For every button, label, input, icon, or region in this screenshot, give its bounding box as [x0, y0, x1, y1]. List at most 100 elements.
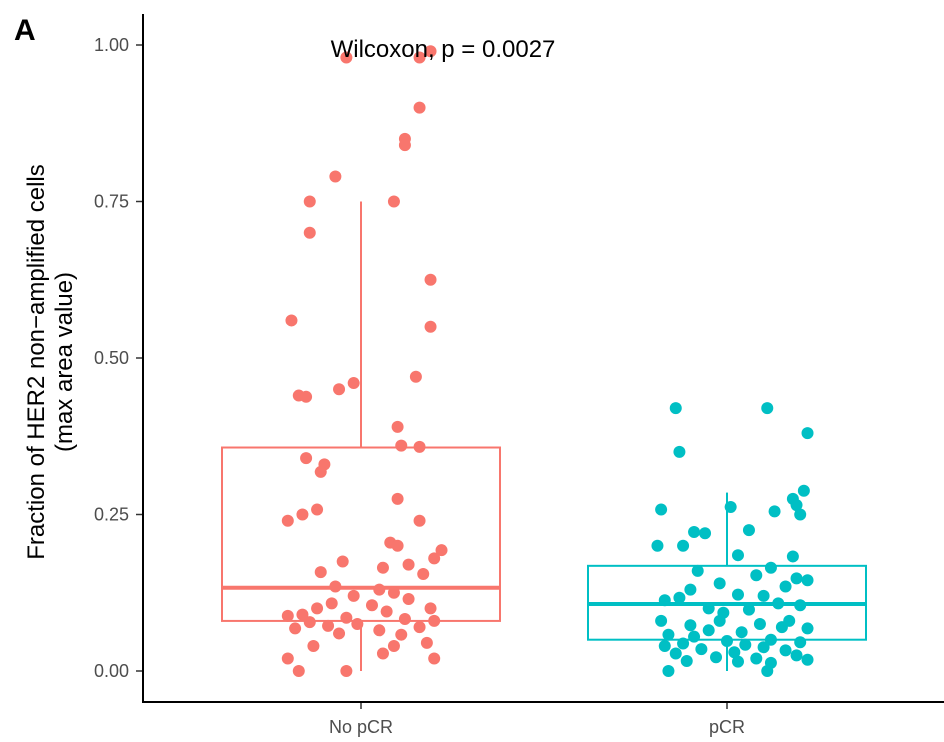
x-tick-label: No pCR [329, 717, 393, 737]
data-point-no-pcr [387, 195, 400, 208]
data-point-no-pcr [435, 544, 448, 557]
y-tick-label: 0.75 [94, 192, 129, 212]
data-point-pcr [790, 499, 803, 512]
y-tick-label: 1.00 [94, 35, 129, 55]
data-point-no-pcr [303, 226, 316, 239]
data-point-no-pcr [402, 593, 415, 606]
data-point-pcr [658, 639, 671, 652]
data-point-no-pcr [314, 465, 327, 478]
y-tick-label: 0.50 [94, 348, 129, 368]
box-no-pcr [221, 201, 501, 671]
data-point-no-pcr [329, 170, 342, 183]
data-point-no-pcr [325, 597, 338, 610]
data-point-pcr [750, 652, 763, 665]
data-point-pcr [757, 641, 770, 654]
data-point-no-pcr [417, 567, 430, 580]
y-axis-title-line1: Fraction of HER2 non−amplified cells [23, 164, 50, 560]
data-point-no-pcr [281, 609, 294, 622]
data-point-no-pcr [398, 139, 411, 152]
data-point-pcr [669, 402, 682, 415]
data-points [281, 45, 814, 677]
data-point-pcr [655, 614, 668, 627]
data-point-pcr [801, 653, 814, 666]
data-point-pcr [761, 665, 774, 677]
data-point-no-pcr [409, 370, 422, 383]
data-point-pcr [684, 619, 697, 632]
data-point-no-pcr [311, 602, 324, 615]
data-point-no-pcr [285, 314, 298, 327]
data-point-pcr [673, 445, 686, 458]
data-point-no-pcr [322, 619, 335, 632]
data-point-pcr [651, 539, 664, 552]
data-point-no-pcr [307, 639, 320, 652]
data-point-pcr [775, 621, 788, 634]
data-point-no-pcr [380, 605, 393, 618]
data-point-no-pcr [413, 440, 426, 453]
data-point-pcr [728, 646, 741, 659]
data-point-pcr [779, 580, 792, 593]
y-tick-label: 0.00 [94, 661, 129, 681]
y-axis-ticks: 0.00 0.25 0.50 0.75 1.00 [94, 35, 143, 681]
data-point-no-pcr [387, 586, 400, 599]
data-point-pcr [691, 564, 704, 577]
data-point-pcr [702, 624, 715, 637]
y-axis-title-line2: (max area value) [51, 272, 78, 452]
data-point-pcr [699, 527, 712, 540]
x-tick-label: pCR [709, 717, 745, 737]
data-point-no-pcr [424, 45, 437, 58]
data-point-pcr [662, 665, 675, 677]
data-point-no-pcr [395, 439, 408, 452]
data-point-no-pcr [424, 602, 437, 615]
data-point-no-pcr [311, 503, 324, 516]
data-point-pcr [658, 594, 671, 607]
data-point-pcr [742, 603, 755, 616]
data-point-no-pcr [391, 420, 404, 433]
data-point-pcr [757, 589, 770, 602]
data-point-no-pcr [376, 561, 389, 574]
data-point-pcr [801, 427, 814, 440]
panel-label: A [14, 14, 36, 47]
data-point-pcr [797, 484, 810, 497]
data-point-no-pcr [391, 539, 404, 552]
data-point-no-pcr [296, 608, 309, 621]
data-point-pcr [721, 634, 733, 647]
data-point-no-pcr [281, 514, 294, 527]
data-point-pcr [764, 561, 777, 574]
data-point-pcr [713, 577, 726, 590]
data-point-no-pcr [413, 621, 426, 634]
data-point-no-pcr [373, 624, 386, 637]
data-point-no-pcr [395, 628, 408, 641]
data-point-pcr [739, 638, 752, 651]
data-point-no-pcr [296, 508, 309, 521]
iqr-box [221, 446, 501, 622]
data-point-no-pcr [428, 552, 441, 565]
data-point-pcr [761, 402, 774, 415]
data-point-pcr [779, 644, 792, 657]
data-point-no-pcr [398, 613, 411, 626]
data-point-pcr [677, 637, 690, 650]
x-axis-ticks: No pCR pCR [329, 702, 745, 737]
data-point-no-pcr [413, 514, 426, 527]
data-point-pcr [662, 628, 675, 641]
data-point-no-pcr [420, 636, 433, 649]
data-point-pcr [695, 643, 708, 656]
data-point-no-pcr [336, 555, 349, 568]
wilcoxon-annotation: Wilcoxon, p = 0.0027 [331, 36, 556, 63]
data-point-pcr [786, 550, 799, 563]
data-point-pcr [724, 500, 737, 513]
data-point-pcr [731, 655, 744, 668]
data-point-no-pcr [413, 101, 426, 114]
boxplots [221, 201, 867, 671]
data-point-no-pcr [428, 652, 441, 665]
data-point-no-pcr [347, 589, 360, 602]
data-point-pcr [801, 622, 814, 635]
data-point-no-pcr [329, 580, 342, 593]
data-point-pcr [688, 630, 701, 643]
data-point-no-pcr [333, 627, 346, 640]
data-point-pcr [772, 597, 785, 610]
data-point-no-pcr [314, 566, 327, 579]
data-point-no-pcr [303, 616, 316, 629]
data-point-pcr [753, 618, 766, 631]
data-point-no-pcr [340, 611, 353, 624]
data-point-no-pcr [303, 195, 316, 208]
